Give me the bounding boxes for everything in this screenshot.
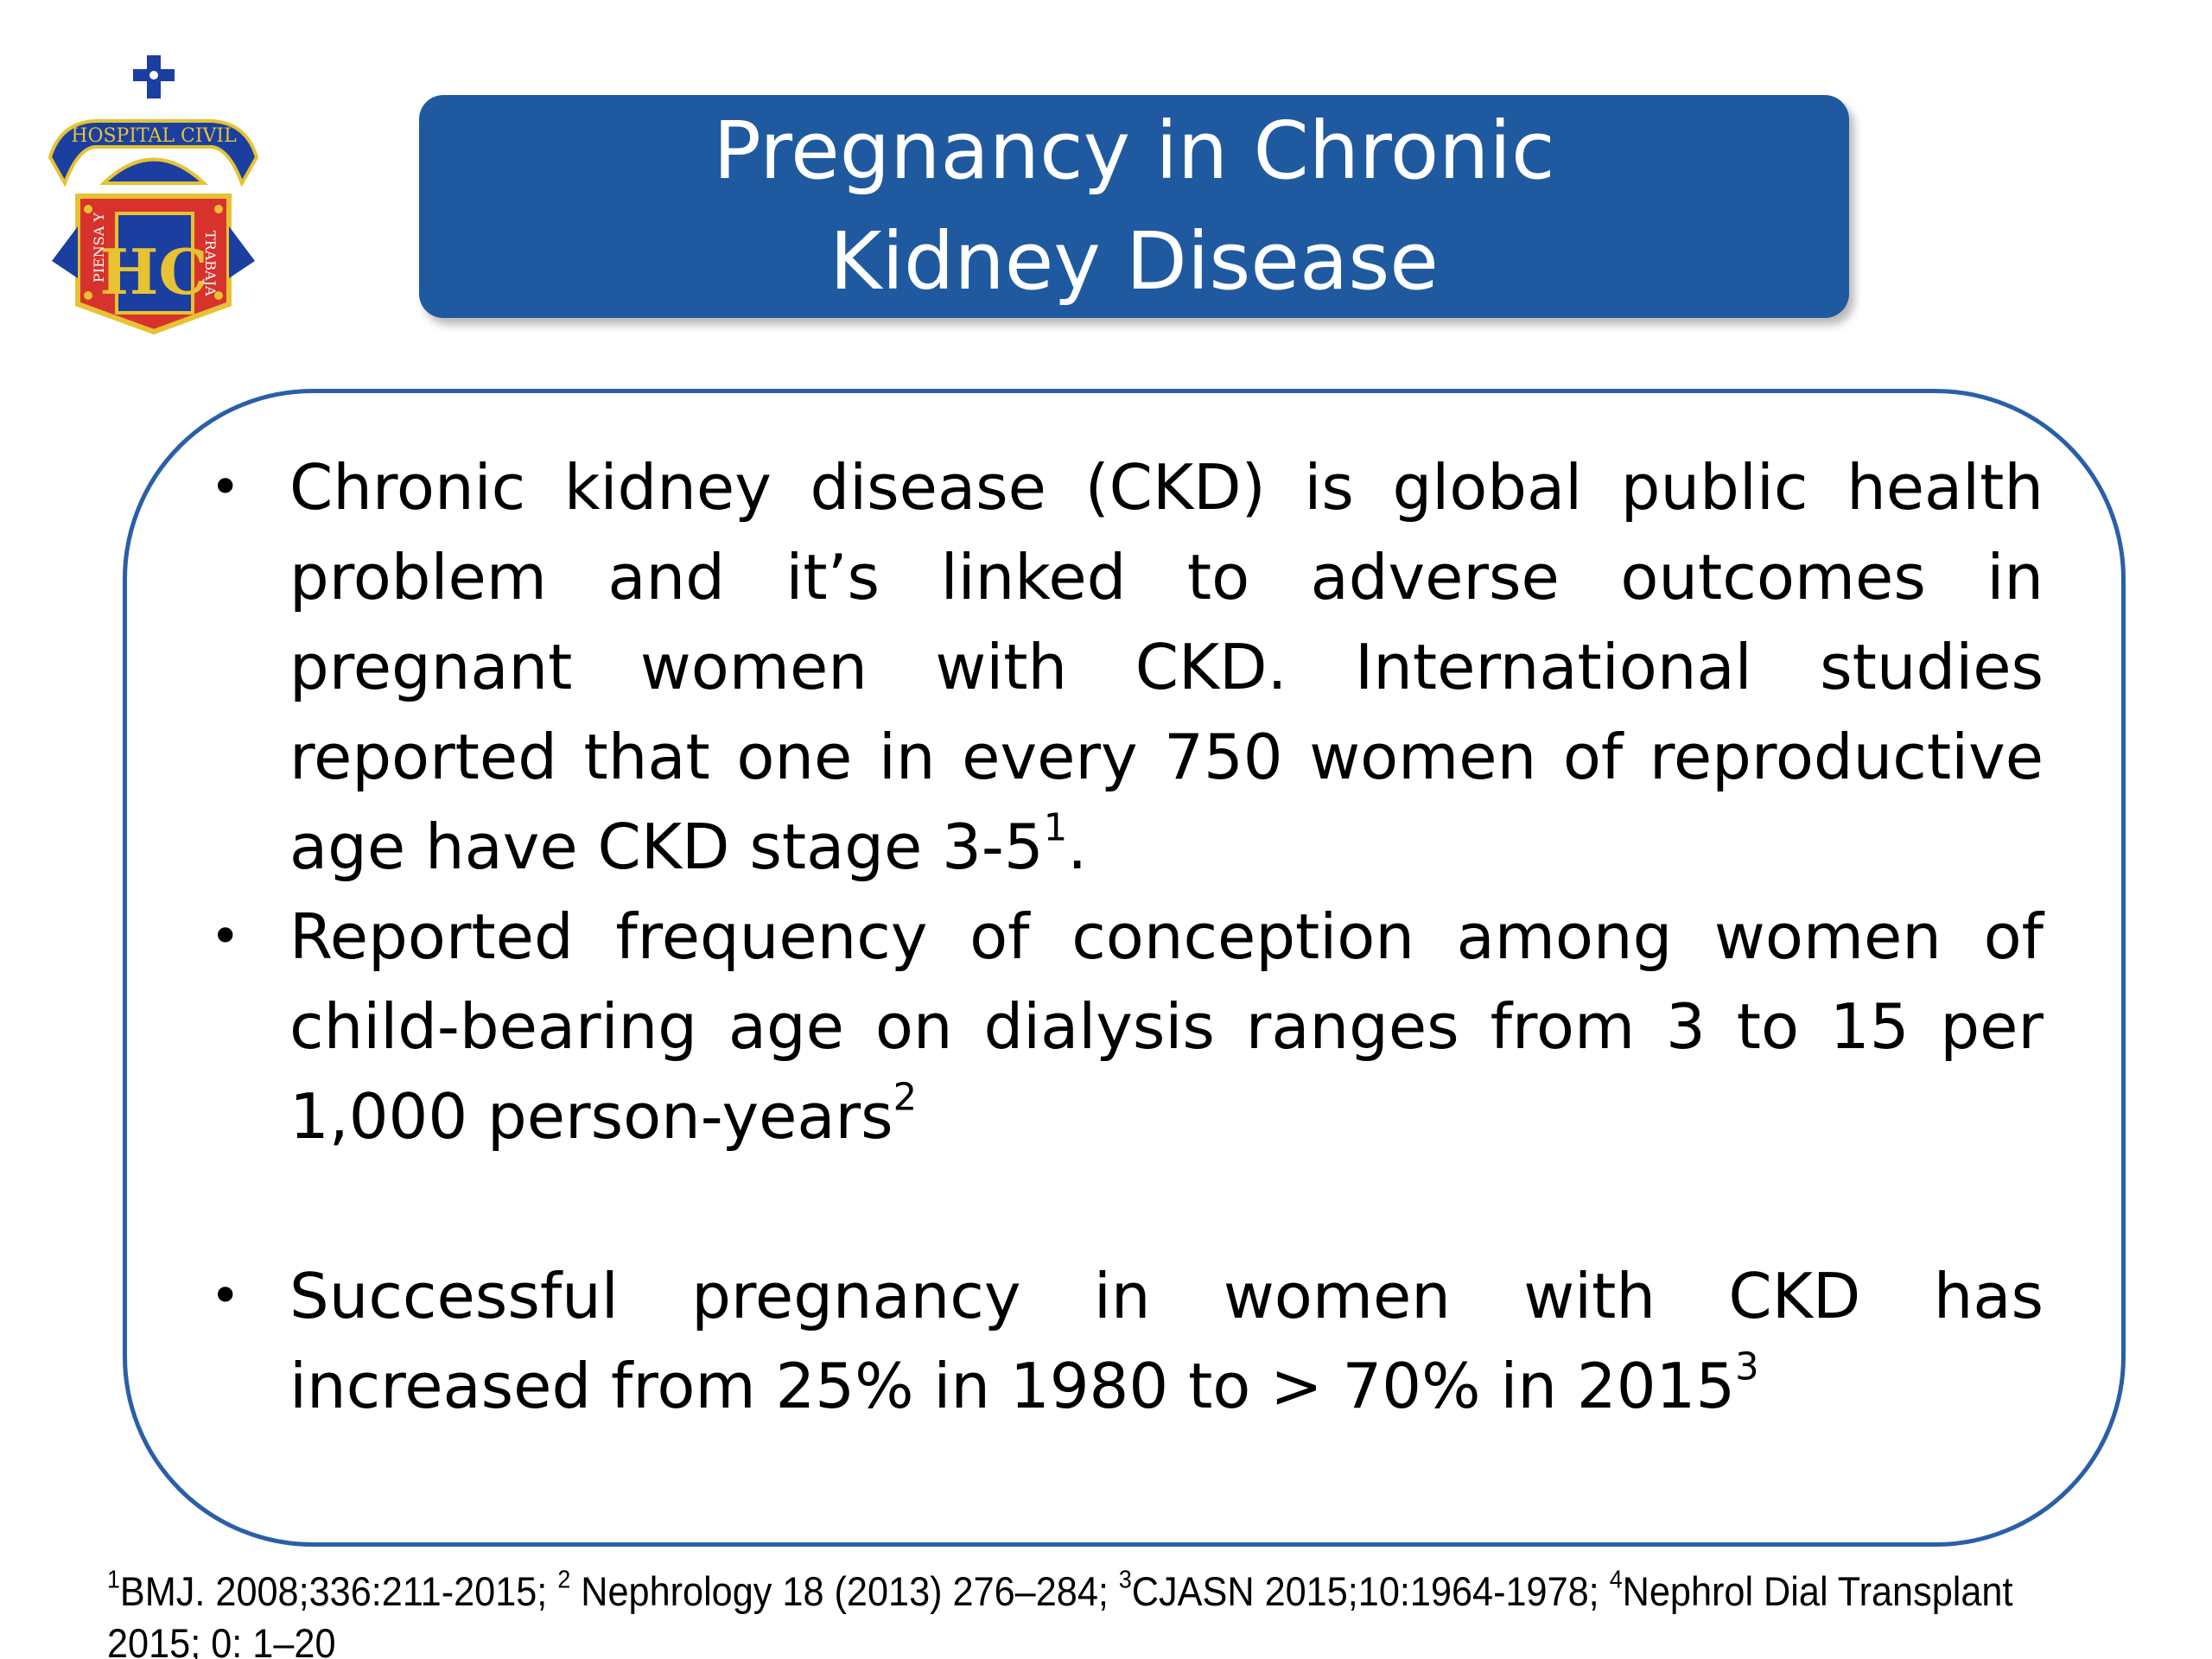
citation-superscript: 1	[1043, 806, 1068, 850]
ref-number: 2	[557, 1566, 571, 1594]
bullet-list: • Chronic kidney disease (CKD) is global…	[210, 442, 2044, 1431]
hospital-civil-crest-icon: HOSPITAL CIVIL HC PIENSA Y TRABAJA	[43, 54, 264, 334]
ref-text: CJASN 2015;10:1964-1978;	[1131, 1568, 1610, 1614]
title-banner: Pregnancy in Chronic Kidney Disease	[419, 95, 1849, 318]
citation-superscript: 2	[893, 1076, 918, 1120]
bullet-text: Chronic kidney disease (CKD) is global p…	[289, 451, 2044, 883]
bullet-text: Reported frequency of conception among w…	[289, 900, 2044, 1153]
page-title: Pregnancy in Chronic Kidney Disease	[713, 105, 1555, 308]
ref-text: Nephrology 18 (2013) 276–284;	[570, 1568, 1119, 1614]
svg-text:TRABAJA: TRABAJA	[202, 231, 219, 296]
bullet-icon: •	[210, 457, 241, 518]
bullet-text: Successful pregnancy in women with CKD h…	[289, 1260, 2044, 1422]
bullet-icon: •	[210, 906, 241, 967]
ref-number: 1	[107, 1566, 120, 1594]
bullet-icon: •	[210, 1266, 241, 1326]
bullet-item-conception: • Reported frequency of conception among…	[210, 892, 2044, 1161]
references-footnote: 1BMJ. 2008;336:211-2015; 2 Nephrology 18…	[107, 1566, 2015, 1659]
ref-text: Nephrol Dial Transplant 2015; 0: 1–20	[107, 1568, 2013, 1659]
ref-number: 4	[1609, 1566, 1623, 1594]
bullet-suffix: .	[1067, 810, 1088, 883]
svg-text:HC: HC	[99, 235, 207, 308]
logo-banner-text: HOSPITAL CIVIL	[71, 125, 237, 147]
content-panel	[123, 389, 2126, 1547]
bullet-item-success: • Successful pregnancy in women with CKD…	[210, 1251, 2044, 1431]
cross-icon	[133, 55, 175, 99]
svg-text:PIENSA Y: PIENSA Y	[91, 213, 107, 283]
ref-number: 3	[1118, 1566, 1132, 1594]
citation-superscript: 3	[1735, 1345, 1759, 1389]
bullet-item-ckd: • Chronic kidney disease (CKD) is global…	[210, 442, 2044, 892]
ref-text: BMJ. 2008;336:211-2015;	[119, 1568, 558, 1614]
